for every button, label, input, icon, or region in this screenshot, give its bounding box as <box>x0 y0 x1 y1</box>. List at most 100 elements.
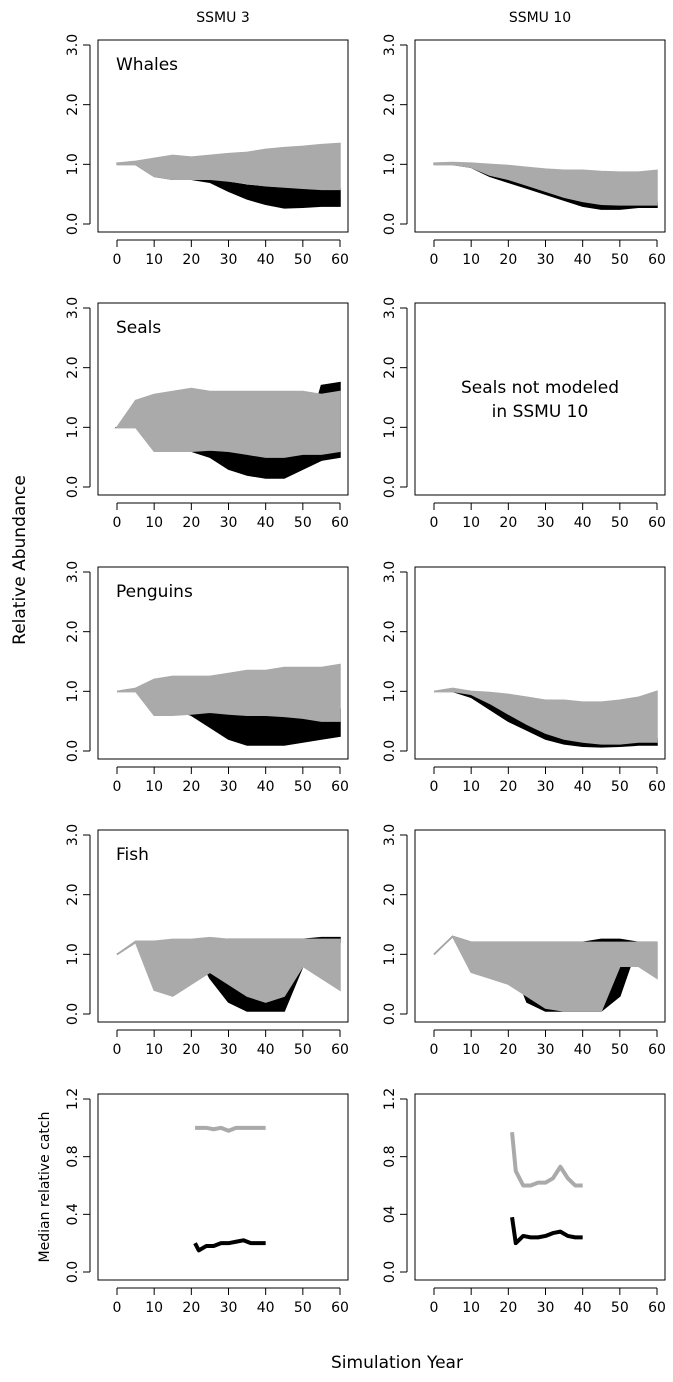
x-tick-label: 50 <box>611 1042 629 1058</box>
plot-area <box>433 161 658 210</box>
y-tick-label: 1.0 <box>65 416 81 438</box>
x-tick-label: 10 <box>462 1042 480 1058</box>
plot-area <box>116 663 341 746</box>
y-tick-label: 2.0 <box>65 357 81 379</box>
x-tick-label: 50 <box>294 515 312 531</box>
y-tick-label: 1.2 <box>382 1088 398 1110</box>
y-tick-label: 1.0 <box>382 153 398 175</box>
panel-frame <box>97 302 349 496</box>
x-tick-label: 50 <box>294 1300 312 1316</box>
line <box>510 1131 583 1188</box>
column-title: SSMU 10 <box>509 10 571 26</box>
x-tick-label: 40 <box>574 1042 592 1058</box>
x-tick-label: 40 <box>257 515 275 531</box>
x-tick-label: 60 <box>331 1042 349 1058</box>
y-tick-label: 2.0 <box>382 357 398 379</box>
x-tick-label: 30 <box>220 252 238 268</box>
y-tick-label: 3.0 <box>382 34 398 56</box>
y-tick-label: 0.0 <box>382 1003 398 1025</box>
y-tick-label: 3.0 <box>382 561 398 583</box>
x-tick-label: 40 <box>574 1300 592 1316</box>
y-tick-label: 2.0 <box>65 884 81 906</box>
panel: 0 10 20 30 40 50 60 0.0 1.0 2.0 3.0 <box>382 824 666 1058</box>
x-tick-label: 50 <box>611 1300 629 1316</box>
panel-label: Whales <box>116 55 178 75</box>
x-tick-label: 10 <box>145 252 163 268</box>
y-axis-label: Median relative catch <box>37 1112 53 1263</box>
y-tick-label: 1.0 <box>382 680 398 702</box>
y-tick-label: 1.2 <box>65 1088 81 1110</box>
band <box>433 161 658 206</box>
panel: 0 10 20 30 40 50 60 0.0 04 0.8 1.2 <box>382 1088 666 1316</box>
line <box>193 1238 266 1253</box>
band <box>116 936 341 1003</box>
x-tick-label: 20 <box>499 515 517 531</box>
panel: 0 10 20 30 40 50 60 0.0 1.0 2.0 3.0 Seals <box>65 297 349 531</box>
x-tick-label: 0 <box>430 252 439 268</box>
x-tick-label: 40 <box>574 252 592 268</box>
panel-frame <box>414 566 666 760</box>
x-tick-label: 20 <box>182 1042 200 1058</box>
x-tick-label: 60 <box>648 515 666 531</box>
panel: 0 10 20 30 40 50 60 0.0 1.0 2.0 3.0 <box>382 34 666 268</box>
x-tick-label: 20 <box>182 779 200 795</box>
x-tick-label: 10 <box>145 515 163 531</box>
y-tick-label: 3.0 <box>382 297 398 319</box>
y-tick-label: 0.0 <box>65 213 81 235</box>
y-tick-label: 3.0 <box>382 824 398 846</box>
y-tick-label: 1.0 <box>382 416 398 438</box>
y-tick-label: 0.8 <box>65 1146 81 1168</box>
y-tick-label: 0.0 <box>65 1261 81 1283</box>
panel-frame <box>414 1093 666 1281</box>
x-tick-label: 50 <box>294 252 312 268</box>
y-tick-label: 2.0 <box>65 94 81 116</box>
panel-note: Seals not modeled <box>461 378 619 398</box>
line <box>195 1125 266 1133</box>
x-tick-label: 20 <box>499 1042 517 1058</box>
y-tick-label: 2.0 <box>382 621 398 643</box>
panel: 0 10 20 30 40 50 60 0.0 1.0 2.0 3.0 Seals not model… <box>382 297 666 531</box>
x-tick-label: 10 <box>145 1300 163 1316</box>
y-tick-label: 0.0 <box>65 476 81 498</box>
panel-frame <box>97 1093 349 1281</box>
y-tick-label: 0.8 <box>382 1146 398 1168</box>
x-tick-label: 50 <box>611 252 629 268</box>
plot-area <box>114 381 341 479</box>
x-tick-label: 40 <box>257 779 275 795</box>
x-tick-label: 10 <box>462 252 480 268</box>
y-tick-label: 1.0 <box>65 153 81 175</box>
plot-area <box>193 1125 266 1253</box>
y-tick-label: 0.0 <box>382 213 398 235</box>
x-tick-label: 10 <box>145 1042 163 1058</box>
y-tick-label: 0.4 <box>65 1203 81 1225</box>
x-tick-label: 0 <box>430 1042 439 1058</box>
y-tick-label: 1.0 <box>382 943 398 965</box>
x-tick-label: 30 <box>537 252 555 268</box>
x-tick-label: 10 <box>145 779 163 795</box>
x-tick-label: 10 <box>462 779 480 795</box>
y-tick-label: 0.0 <box>65 1003 81 1025</box>
x-tick-label: 20 <box>499 1300 517 1316</box>
band <box>116 142 341 191</box>
y-tick-label: 2.0 <box>65 621 81 643</box>
y-tick-label: 1.0 <box>65 943 81 965</box>
plot-area <box>116 142 341 209</box>
line <box>510 1216 583 1246</box>
x-tick-label: 0 <box>430 515 439 531</box>
y-tick-label: 1.0 <box>65 680 81 702</box>
x-tick-label: 30 <box>220 1300 238 1316</box>
x-tick-label: 60 <box>648 1300 666 1316</box>
x-tick-label: 50 <box>294 1042 312 1058</box>
plot-area <box>433 687 658 748</box>
panel-frame <box>97 566 349 760</box>
panel-frame <box>97 39 349 233</box>
panel-frame <box>414 302 666 496</box>
x-tick-label: 20 <box>182 1300 200 1316</box>
y-tick-label: 2.0 <box>382 94 398 116</box>
x-tick-label: 40 <box>257 1300 275 1316</box>
x-tick-label: 50 <box>611 779 629 795</box>
column-title: SSMU 3 <box>196 10 249 26</box>
y-tick-label: 0.0 <box>382 476 398 498</box>
x-tick-label: 30 <box>220 515 238 531</box>
